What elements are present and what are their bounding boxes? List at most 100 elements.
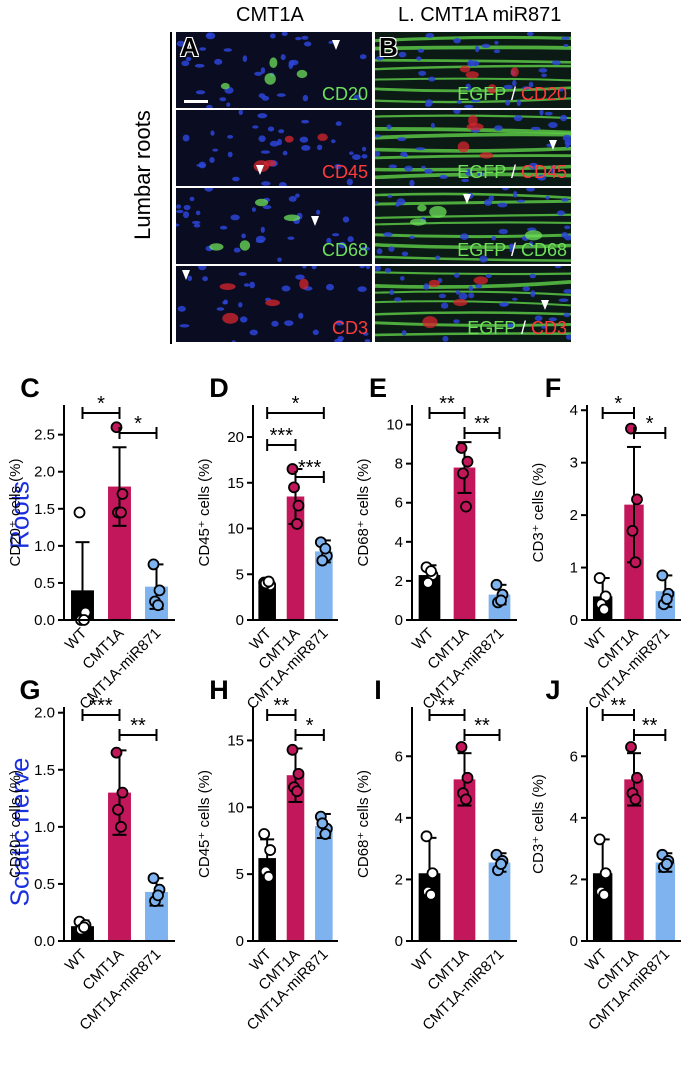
y-tick-label: 4 — [395, 534, 403, 551]
y-tick-label: 6 — [395, 495, 403, 512]
micrograph-b-3: EGFP / CD68 — [375, 188, 571, 264]
y-tick-label: 5 — [236, 566, 244, 583]
stain-label: CD68 — [322, 240, 368, 261]
arrowhead-marker — [311, 216, 319, 226]
y-tick-label: 8 — [395, 456, 403, 473]
data-point — [73, 506, 86, 519]
data-point — [147, 872, 160, 885]
y-tick-label: 0 — [236, 612, 244, 629]
data-point — [460, 793, 472, 806]
y-axis-label: CD3⁺ cells (%) — [530, 774, 547, 874]
stain-label-part: / — [505, 162, 521, 182]
panel-letter-h: H — [209, 675, 229, 705]
data-point — [319, 542, 332, 555]
data-point — [625, 741, 637, 753]
stain-label-part: EGFP — [457, 240, 506, 260]
data-point — [629, 556, 642, 569]
x-category-label: WT — [409, 625, 438, 654]
data-point — [258, 828, 271, 840]
arrowhead-marker — [549, 140, 557, 150]
y-tick-label: 0.0 — [34, 612, 55, 629]
data-point — [656, 569, 669, 582]
stain-label-part: CD20 — [321, 84, 368, 104]
stain-label: EGFP / CD20 — [457, 84, 567, 105]
data-point — [116, 488, 129, 500]
stain-label-part: / — [515, 318, 531, 338]
data-point — [291, 518, 303, 530]
y-tick-label: 0.5 — [34, 575, 55, 592]
significance-label: ** — [474, 413, 490, 435]
stain-label: CD3 — [332, 318, 368, 339]
y-tick-label: 4 — [570, 402, 578, 419]
y-tick-label: 4 — [395, 810, 403, 827]
y-tick-label: 2 — [395, 573, 403, 590]
data-point — [292, 499, 305, 512]
y-axis-label: CD68⁺ cells (%) — [355, 459, 372, 567]
data-point — [495, 858, 507, 870]
panel-letter-g: G — [19, 675, 40, 705]
stain-label: EGFP / CD45 — [457, 162, 567, 183]
micrograph-b-1: B EGFP / CD20 — [375, 32, 571, 108]
y-tick-label: 6 — [570, 748, 578, 765]
data-point — [425, 888, 437, 901]
significance-label: ** — [642, 715, 658, 737]
panel-letter-b: B — [379, 32, 398, 62]
bar-cmt1a — [624, 779, 644, 941]
y-tick-label: 0 — [570, 612, 578, 629]
micrograph-a-4: CD3 — [176, 266, 372, 342]
data-point — [291, 785, 303, 798]
bar-cmt1a — [453, 779, 476, 941]
data-point — [425, 565, 437, 578]
bar-wt — [258, 583, 276, 620]
micrograph-texture — [375, 32, 571, 108]
significance-label: * — [306, 715, 314, 737]
data-point — [110, 746, 123, 759]
data-point — [262, 575, 275, 588]
data-point — [461, 455, 474, 468]
panel-letter-i: I — [374, 675, 382, 705]
significance-label: *** — [298, 457, 322, 479]
y-axis-label: CD3⁺ cells (%) — [530, 463, 547, 563]
lumbar-roots-bracket — [170, 32, 172, 344]
data-point — [152, 599, 164, 612]
panel-letter-f: F — [545, 373, 562, 403]
significance-label: * — [134, 413, 142, 435]
panel-letter-a: A — [180, 32, 199, 62]
data-point — [455, 741, 468, 753]
significance-label: ** — [439, 695, 455, 717]
data-point — [631, 493, 643, 506]
data-point — [292, 767, 305, 780]
micrograph-a-2: CD45 — [176, 110, 372, 186]
data-point — [599, 867, 612, 880]
micrograph-texture — [375, 266, 571, 342]
data-point — [457, 467, 469, 480]
y-tick-label: 15 — [227, 475, 244, 492]
data-point — [152, 889, 164, 902]
panel-letter-e: E — [369, 373, 387, 403]
data-point — [598, 888, 611, 901]
bar-cmt1a — [286, 775, 305, 941]
y-tick-label: 2 — [395, 871, 403, 888]
stain-label-part: CD45 — [520, 162, 567, 182]
x-category-label: WT — [62, 946, 91, 975]
y-tick-label: 10 — [227, 799, 244, 816]
data-point — [115, 506, 127, 519]
stain-label: EGFP / CD68 — [457, 240, 567, 261]
scale-bar — [184, 100, 208, 103]
micrograph-b-4: EGFP / CD3 — [375, 266, 571, 342]
arrowhead-marker — [332, 40, 340, 50]
panel-letter-j: J — [545, 675, 560, 705]
data-point — [316, 554, 329, 567]
y-tick-label: 5 — [236, 866, 244, 883]
data-point — [629, 793, 642, 806]
data-point — [116, 786, 129, 799]
bar-cmt1a — [108, 486, 131, 620]
y-tick-label: 2 — [570, 507, 578, 524]
y-tick-label: 3 — [570, 455, 578, 472]
micrograph-b-2: EGFP / CD45 — [375, 110, 571, 186]
y-axis-label: CD45⁺ cells (%) — [196, 459, 213, 567]
stain-label-part: CD3 — [530, 318, 567, 338]
data-point — [631, 771, 643, 784]
arrowhead-marker — [256, 165, 264, 175]
